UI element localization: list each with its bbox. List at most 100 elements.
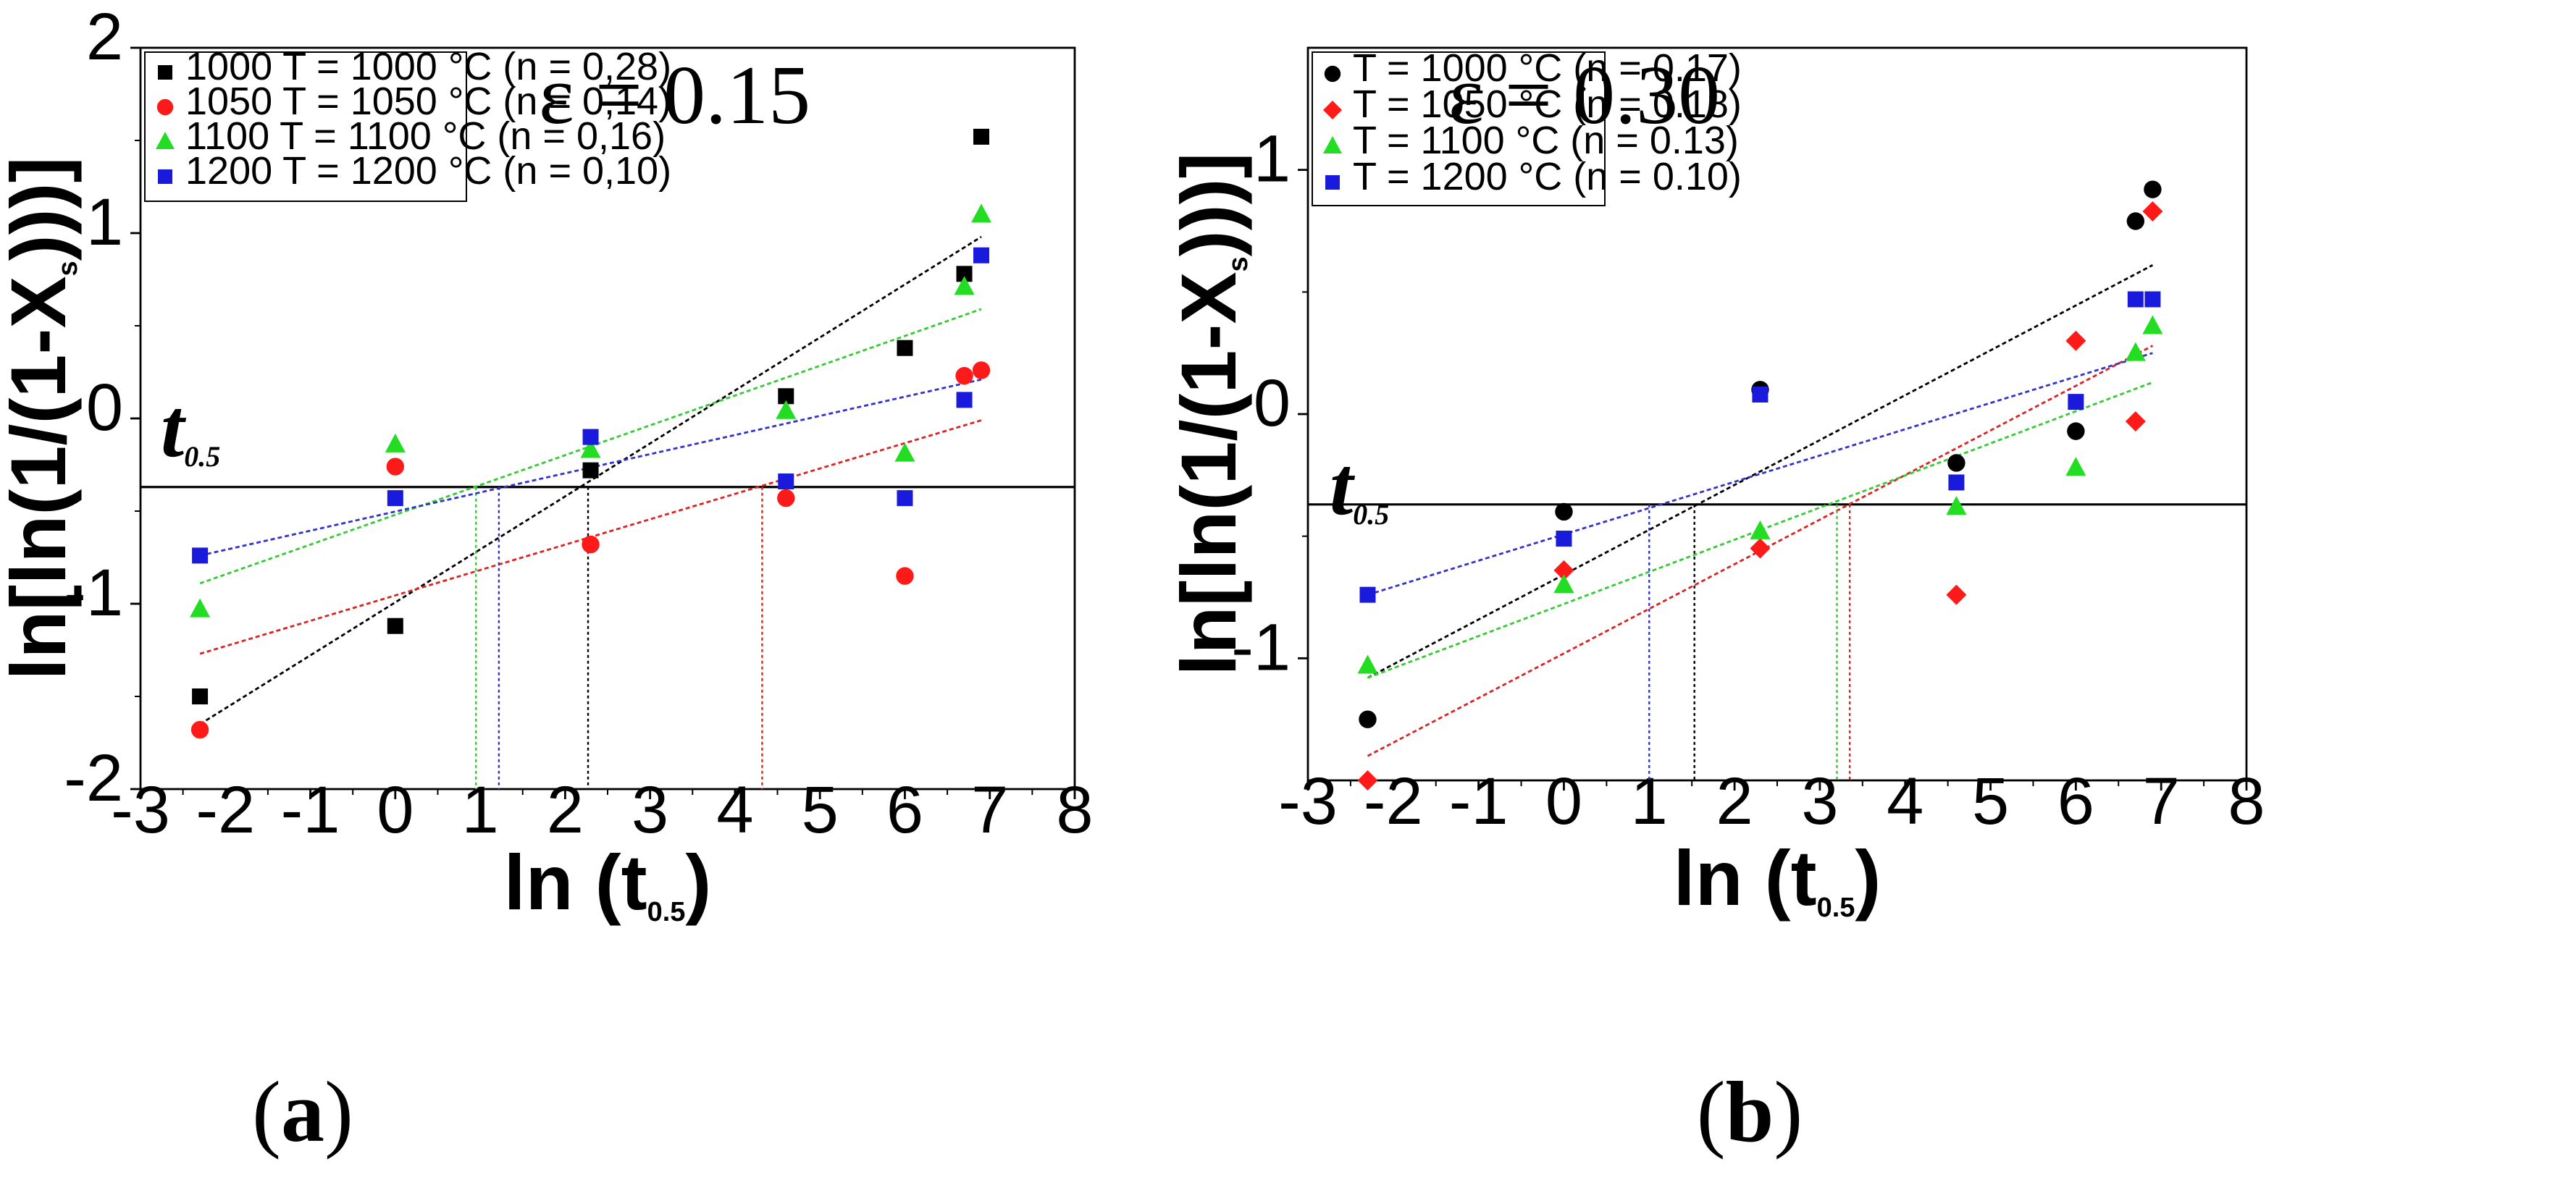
data-point: [973, 247, 989, 264]
y-axis-label-end: )))]: [1165, 153, 1252, 257]
t05-label-main: t: [161, 382, 187, 475]
data-point: [1553, 560, 1574, 581]
data-point: [582, 429, 599, 445]
data-point: [2126, 212, 2145, 230]
x-axis-label-end: ): [1855, 834, 1881, 922]
panel-caption: (b): [1697, 1063, 1803, 1160]
data-point: [2067, 422, 2085, 440]
data-point: [2142, 201, 2163, 222]
caption-letter: a: [281, 1063, 324, 1160]
fit-line-T1100: [1367, 381, 2153, 679]
x-tick-label: -1: [281, 773, 340, 847]
legend-marker-T1100: [156, 132, 175, 149]
x-tick-label: -3: [1278, 764, 1338, 838]
y-tick-label: -1: [1231, 610, 1291, 684]
data-point: [1947, 454, 1965, 472]
y-axis-label: ln[ln(1/(1-Xs)))]: [0, 157, 83, 680]
data-point: [776, 400, 797, 419]
data-point: [2065, 457, 2086, 476]
y-tick-label: 1: [86, 185, 123, 259]
y-axis-label-main: ln[ln(1/(1-X: [0, 277, 82, 680]
t05-label-sub: 0.5: [1353, 498, 1389, 531]
data-point: [973, 128, 989, 145]
data-point: [2125, 342, 2146, 361]
x-tick-label: 2: [547, 773, 584, 847]
data-point: [190, 720, 209, 739]
x-axis-ticks: -3 -2 -1 0 1 2 3 4 5 6 7 8: [1278, 764, 2265, 838]
series-T1100: [1357, 315, 2163, 674]
x-tick-label: 1: [462, 773, 499, 847]
y-tick-label: 1: [1254, 122, 1291, 196]
data-point: [1752, 387, 1769, 403]
x-axis-label: ln (t0.5): [1674, 834, 1881, 923]
x-tick-label: 8: [2228, 764, 2265, 838]
fit-line-T1200: [1367, 352, 2153, 596]
x-tick-label: 8: [1056, 773, 1093, 847]
y-axis-label: ln[ln(1/(1-Xs)))]: [1165, 153, 1254, 676]
strain-annotation: ε = 0.15: [539, 49, 810, 142]
y-axis-ticks: -1 0 1: [1231, 122, 1308, 684]
series-T1000: [1359, 180, 2162, 728]
data-point: [582, 535, 600, 554]
data-point: [956, 266, 973, 282]
data-point: [896, 567, 914, 585]
x-tick-label: 3: [632, 773, 668, 847]
legend-label-T1000: 1000 T = 1000 °C (n = 0,28): [185, 45, 671, 88]
y-tick-label: 2: [86, 0, 123, 74]
data-point: [582, 462, 599, 479]
data-point: [1555, 502, 1573, 521]
data-point: [1946, 584, 1967, 605]
data-point: [897, 340, 913, 356]
data-point: [1750, 538, 1771, 559]
legend-label-T1050: T = 1050 °C (n = 0.18): [1353, 83, 1742, 126]
legend: 1000 T = 1000 °C (n = 0,28)1050 T = 1050…: [144, 45, 671, 202]
data-point: [778, 388, 794, 405]
caption-close-paren: ): [324, 1063, 353, 1160]
legend-box: [1312, 51, 1606, 206]
x-tick-label: -2: [196, 773, 255, 847]
data-point: [386, 458, 405, 476]
caption-open-paren: (: [1697, 1063, 1726, 1160]
data-point: [580, 439, 601, 458]
x-tick-label: 6: [2057, 764, 2094, 838]
data-point: [972, 361, 991, 379]
caption-close-paren: ): [1774, 1063, 1803, 1160]
legend-marker-T1200: [158, 169, 172, 184]
t05-label-sub: 0.5: [184, 440, 220, 473]
legend-label-T1200: 1200 T = 1200 °C (n = 0,10): [185, 149, 671, 193]
data-point: [894, 442, 915, 462]
x-tick-label: 0: [377, 773, 414, 847]
legend-label-T1000: T = 1000 °C (n = 0.17): [1353, 46, 1742, 90]
data-point: [971, 203, 991, 223]
x-tick-label: 4: [1887, 764, 1923, 838]
y-axis-label-sub: s: [1223, 256, 1254, 271]
series-T1050: [190, 361, 991, 739]
t05-label: t0.5: [1330, 440, 1389, 533]
y-tick-label: 0: [86, 371, 123, 444]
x-axis-label-sub: 0.5: [647, 897, 686, 927]
x-tick-label: 1: [1631, 764, 1668, 838]
data-point: [387, 618, 403, 634]
y-tick-label: -1: [64, 556, 123, 630]
y-axis-ticks: -2 -1 0 1 2: [64, 0, 140, 815]
data-point: [2125, 411, 2146, 432]
y-tick-label: -2: [64, 741, 123, 815]
y-axis-label-end: )))]: [0, 157, 82, 261]
x-axis-label-main: ln (t: [504, 838, 647, 926]
x-axis-label: ln (t0.5): [504, 838, 712, 927]
data-point: [955, 366, 973, 385]
x-tick-label: 7: [2143, 764, 2180, 838]
data-point: [1750, 520, 1771, 539]
t05-label: t0.5: [161, 382, 220, 475]
legend-label-T1100: 1100 T = 1100 °C (n = 0,16): [185, 114, 666, 158]
data-point: [1553, 574, 1574, 594]
x-tick-label: 3: [1801, 764, 1838, 838]
t05-label-main: t: [1330, 440, 1356, 533]
caption-open-paren: (: [252, 1063, 281, 1160]
data-point: [2068, 394, 2084, 410]
legend-label-T1050: 1050 T = 1050 °C (n = 0,14): [185, 80, 671, 123]
data-point: [956, 392, 973, 408]
data-point: [954, 276, 975, 295]
data-point: [2144, 291, 2161, 308]
data-point: [387, 490, 403, 507]
